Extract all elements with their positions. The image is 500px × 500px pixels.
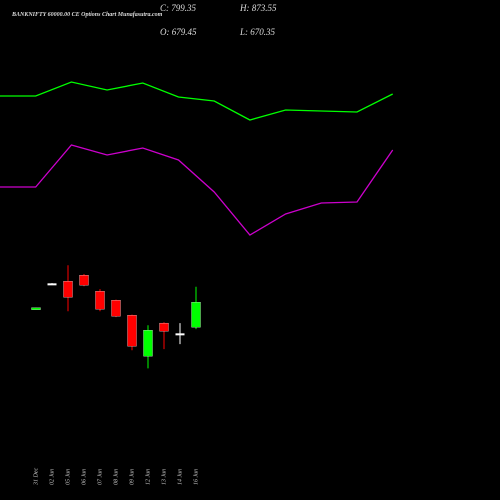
x-tick-label: 12 Jun [145,469,151,485]
indicator-line [0,144,394,236]
candle-body [143,330,153,357]
candle-body [111,300,121,317]
summary-close: C: 799.35 [160,3,197,13]
x-tick-label: 31 Dec [33,468,39,486]
x-tick-label: 14 Jun [176,469,183,485]
x-tick-label: 05 Jun [65,469,71,485]
summary-high: H: 873.55 [239,3,277,13]
candle-body [95,291,105,310]
x-tick-label: 08 Jun [113,469,119,485]
candle-body [159,322,169,332]
candle-body [191,302,201,328]
x-tick-label: 06 Jun [81,469,87,485]
x-tick-label: 07 Jun [97,469,103,485]
candle-body [127,315,137,347]
summary-low: L: 670.35 [239,27,276,37]
candle-body [79,275,89,286]
chart-title: BANKNIFTY 60000.00 CE Options Chart Muna… [11,12,163,18]
x-tick-label: 02 Jun [49,469,55,485]
x-tick-label: 16 Jun [193,469,199,485]
summary-open: O: 679.45 [160,27,197,37]
candle-body [63,281,73,298]
candle-body [31,307,41,310]
candle-body [47,283,57,286]
x-tick-label: 13 Jun [161,469,167,485]
x-tick-label: 09 Jun [129,469,135,485]
candle-body [175,333,185,336]
indicator-line [0,81,393,121]
